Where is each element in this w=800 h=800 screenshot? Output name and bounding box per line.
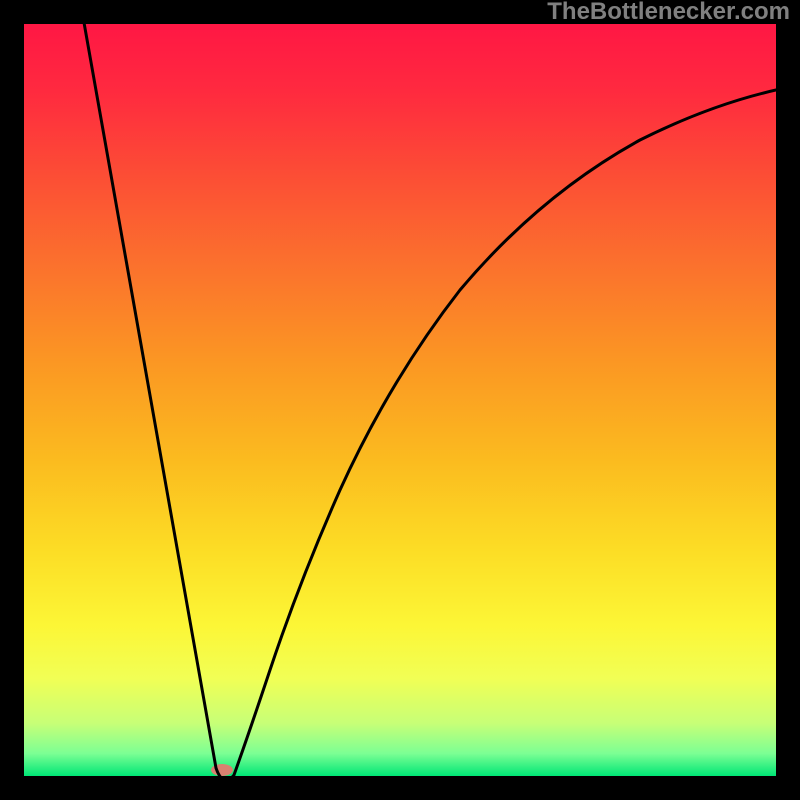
chart-container: { "chart": { "type": "line-over-gradient… xyxy=(0,0,800,800)
watermark-text: TheBottlenecker.com xyxy=(547,0,790,24)
chart-svg xyxy=(0,0,800,800)
chart-gradient-background xyxy=(24,24,776,776)
